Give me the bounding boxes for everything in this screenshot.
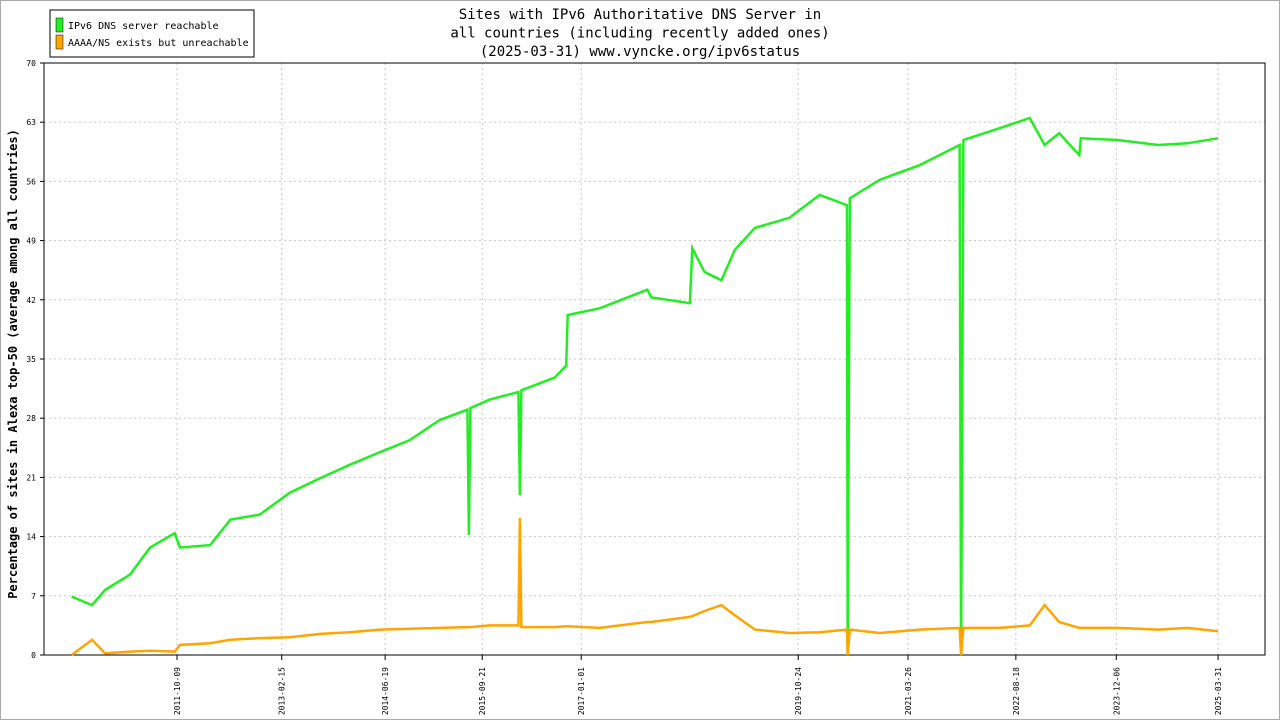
x-tick-label: 2022-08-18 <box>1012 667 1021 715</box>
legend-swatch <box>55 34 64 50</box>
chart-title: all countries (including recently added … <box>450 26 829 42</box>
x-tick-label: 2015-09-21 <box>478 667 487 715</box>
chart-title: Sites with IPv6 Authoritative DNS Server… <box>459 7 821 23</box>
y-tick-label: 7 <box>31 592 36 601</box>
y-tick-label: 63 <box>26 118 36 127</box>
plot-border <box>43 62 1266 656</box>
y-tick-label: 56 <box>26 177 36 186</box>
legend-label: IPv6 DNS server reachable <box>68 21 219 32</box>
series-line <box>71 116 1219 656</box>
y-axis-label: Percentage of sites in Alexa top-50 (ave… <box>6 129 20 599</box>
y-tick-label: 14 <box>26 533 36 542</box>
chart-title: (2025-03-31) www.vyncke.org/ipv6status <box>480 44 800 60</box>
legend-label: AAAA/NS exists but unreachable <box>68 38 249 49</box>
x-tick-label: 2014-06-19 <box>381 667 390 715</box>
y-tick-label: 28 <box>26 414 36 423</box>
x-tick-label: 2021-03-26 <box>904 667 913 715</box>
legend-box <box>49 9 255 58</box>
x-tick-label: 2017-01-01 <box>577 667 586 715</box>
y-tick-label: 21 <box>26 473 36 482</box>
x-tick-label: 2025-03-31 <box>1214 667 1223 715</box>
y-tick-label: 0 <box>31 651 36 660</box>
y-tick-label: 49 <box>26 237 36 246</box>
x-tick-label: 2023-12-06 <box>1112 667 1121 715</box>
y-tick-label: 42 <box>26 296 36 305</box>
x-tick-label: 2013-02-15 <box>278 667 287 715</box>
x-tick-label: 2019-10-24 <box>794 667 803 715</box>
series-line <box>70 517 1219 657</box>
x-tick-label: 2011-10-09 <box>173 667 182 715</box>
y-tick-label: 35 <box>26 355 36 364</box>
y-tick-label: 70 <box>26 59 36 68</box>
legend-swatch <box>55 17 64 33</box>
